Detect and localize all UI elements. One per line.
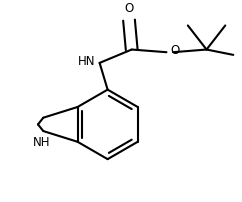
Text: O: O [124, 2, 134, 15]
Text: HN: HN [78, 55, 96, 68]
Text: O: O [171, 44, 180, 57]
Text: NH: NH [32, 136, 50, 149]
